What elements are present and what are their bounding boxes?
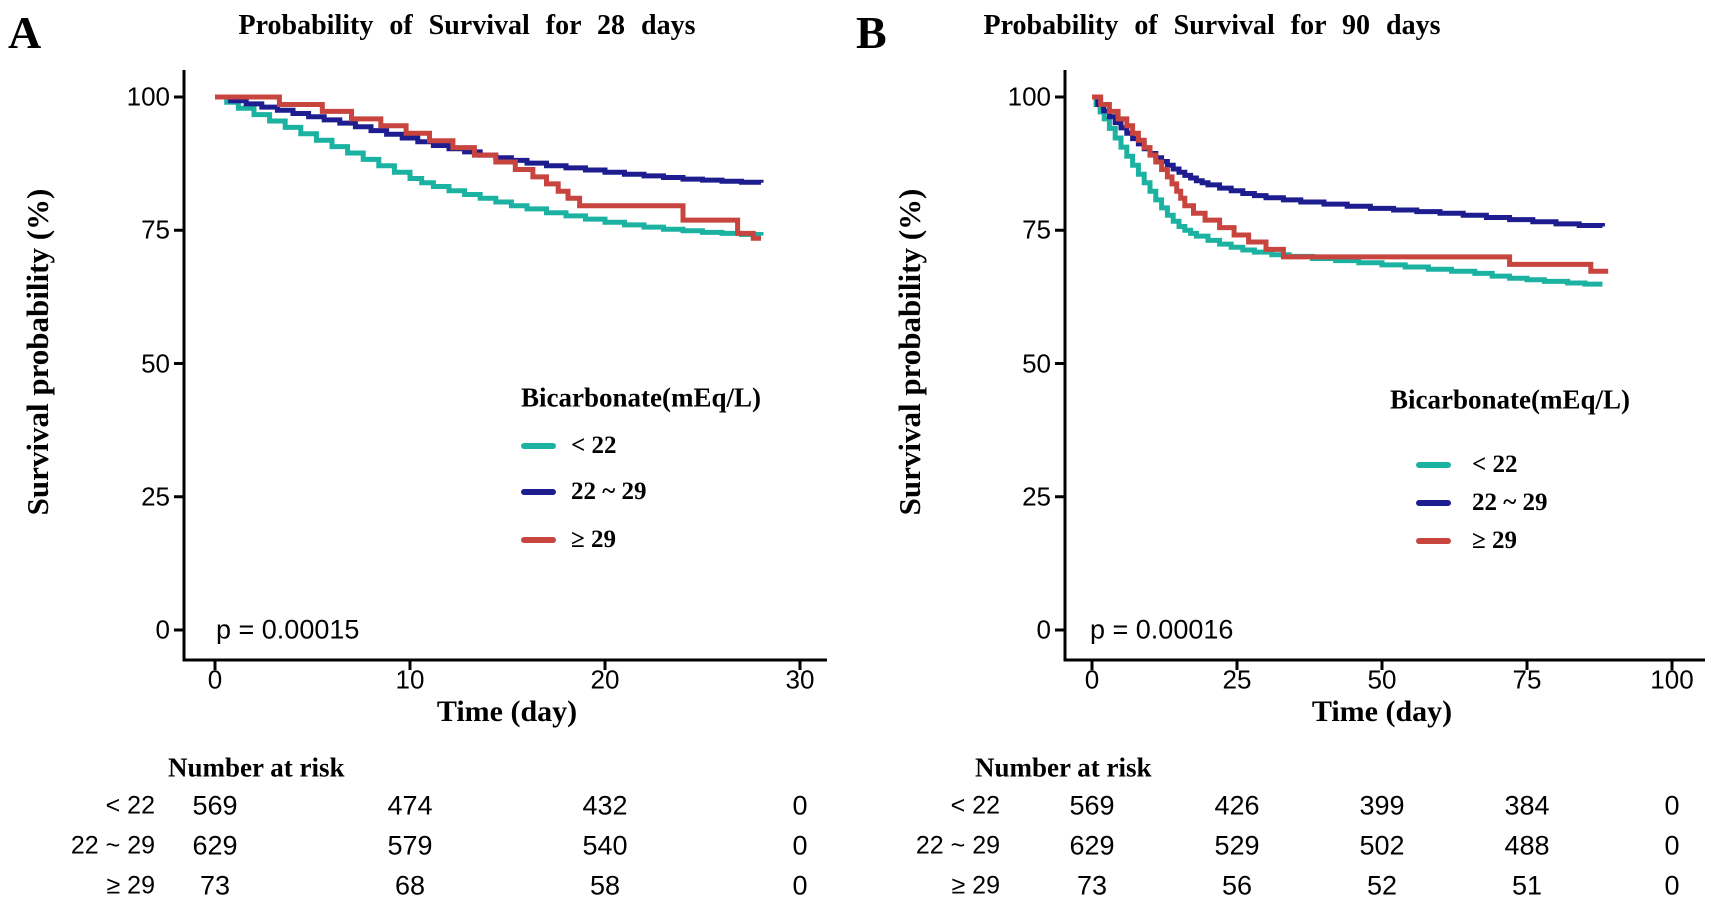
panel-b-risk-row-label-over-29: ≥ 29	[951, 871, 1000, 900]
panel-a-letter: A	[8, 7, 42, 58]
panel-a-risk-cell: 629	[192, 830, 238, 861]
panel-a-x-axis-title: Time (day)	[436, 695, 578, 728]
panel-b-risk-cell: 529	[1214, 830, 1260, 861]
panel-b-y-tick-label: 0	[1036, 614, 1051, 645]
panel-a-risk-cell: 569	[192, 790, 238, 821]
panel-a-risk-row-label-22-to-29: 22 ~ 29	[70, 831, 155, 860]
panel-a-risk-cell: 0	[792, 870, 808, 901]
panel-b-risk-row-label-22-to-29: 22 ~ 29	[915, 831, 1000, 860]
panel-b-risk-cell: 56	[1221, 870, 1253, 901]
panel-a-legend-swatch-22-to-29	[521, 489, 556, 495]
panel-b-risk-cell: 0	[1664, 790, 1680, 821]
panel-a-y-tick-label: 75	[141, 214, 170, 245]
panel-a-y-axis-title: Survival probability (%)	[20, 188, 55, 516]
panel-a-survival-curve-under-22	[215, 94, 764, 237]
panel-a-risk-row-label-under-22: < 22	[105, 791, 155, 820]
panel-b-survival-curve-over-29	[1092, 94, 1609, 274]
panel-b-survival-curve-under-22	[1092, 94, 1603, 287]
panel-a-y-tick-label: 100	[126, 81, 170, 112]
panel-a-y-tick-label: 0	[155, 614, 170, 645]
panel-b-risk-cell: 73	[1076, 870, 1108, 901]
panel-a-x-tick-label: 0	[207, 664, 223, 695]
panel-a-risk-cell: 0	[792, 790, 808, 821]
panel-a-risk-cell: 474	[387, 790, 433, 821]
panel-b-risk-cell: 488	[1504, 830, 1550, 861]
panel-a-risk-cell: 58	[589, 870, 621, 901]
panel-b-legend-title: Bicarbonate(mEq/L)	[1390, 384, 1630, 415]
panel-b-p-value: p = 0.00016	[1090, 614, 1234, 645]
panel-a-legend-swatch-under-22	[521, 443, 556, 449]
panel-a-x-tick-label: 30	[785, 664, 815, 695]
panel-b-legend-swatch-under-22	[1416, 462, 1451, 468]
panel-b-letter: B	[856, 7, 887, 58]
panel-a-risk-cell: 0	[792, 830, 808, 861]
panel-a-risk-cell: 68	[394, 870, 426, 901]
panel-a-survival-curve-over-29	[215, 94, 761, 241]
panel-b-risk-cell: 502	[1359, 830, 1405, 861]
panel-b-legend-label-over-29: ≥ 29	[1472, 527, 1517, 554]
panel-b-y-tick-label: 75	[1022, 214, 1051, 245]
panel-b-y-tick-label: 50	[1022, 348, 1051, 378]
panel-b-risk-table-header: Number at risk	[975, 752, 1152, 783]
panel-a-p-value: p = 0.00015	[216, 614, 360, 645]
panel-a-legend-label-22-to-29: 22 ~ 29	[571, 478, 647, 505]
panel-b-legend-label-under-22: < 22	[1472, 451, 1518, 478]
panel-b-legend-label-22-to-29: 22 ~ 29	[1472, 489, 1548, 516]
panel-a-risk-cell: 579	[387, 830, 433, 861]
panel-b-title: Probability of Survival for 90 days	[983, 10, 1441, 41]
panel-a-risk-cell: 432	[582, 790, 628, 821]
panel-b-risk-cell: 426	[1214, 790, 1260, 821]
panel-b-risk-cell: 399	[1359, 790, 1405, 821]
panel-b-risk-cell: 0	[1664, 830, 1680, 861]
panel-b-x-tick-label: 75	[1512, 664, 1542, 695]
panel-a-risk-table-header: Number at risk	[168, 752, 345, 783]
panel-b-y-axis-title: Survival probability (%)	[892, 188, 927, 516]
panel-b-risk-row-label-under-22: < 22	[950, 791, 1000, 820]
panel-b-risk-cell: 0	[1664, 870, 1680, 901]
panel-b-risk-cell: 51	[1511, 870, 1543, 901]
panel-b-x-tick-label: 100	[1650, 664, 1694, 695]
panel-a-y-tick-label: 25	[141, 481, 170, 512]
panel-b-x-tick-label: 25	[1222, 664, 1252, 695]
panel-a-legend-swatch-over-29	[521, 537, 556, 543]
panel-a-x-tick-label: 10	[395, 664, 425, 695]
panel-b-y-tick-label: 25	[1022, 481, 1051, 512]
panel-a-y-tick-label: 50	[141, 348, 170, 378]
panel-a-x-tick-label: 20	[590, 664, 620, 695]
panel-b-x-axis-title: Time (day)	[1311, 695, 1453, 728]
panel-a-legend-label-under-22: < 22	[571, 432, 617, 459]
panel-b-legend-swatch-over-29	[1416, 538, 1451, 544]
panel-b-risk-cell: 629	[1069, 830, 1115, 861]
panel-a-risk-cell: 540	[582, 830, 628, 861]
panel-b-x-tick-label: 0	[1084, 664, 1100, 695]
panel-a-title: Probability of Survival for 28 days	[238, 10, 696, 41]
panel-a-survival-curve-22-to-29	[215, 94, 764, 185]
panel-a-risk-row-label-over-29: ≥ 29	[106, 871, 155, 900]
panel-b-legend-swatch-22-to-29	[1416, 500, 1451, 506]
panel-a-legend-title: Bicarbonate(mEq/L)	[521, 382, 761, 413]
panel-a-risk-cell: 73	[199, 870, 231, 901]
panel-a-legend-label-over-29: ≥ 29	[571, 526, 616, 553]
panel-b-risk-cell: 384	[1504, 790, 1550, 821]
panel-b-risk-cell: 52	[1366, 870, 1398, 901]
panel-b-risk-cell: 569	[1069, 790, 1115, 821]
panel-b-y-tick-label: 100	[1007, 81, 1051, 112]
panel-b-x-tick-label: 50	[1367, 664, 1397, 695]
